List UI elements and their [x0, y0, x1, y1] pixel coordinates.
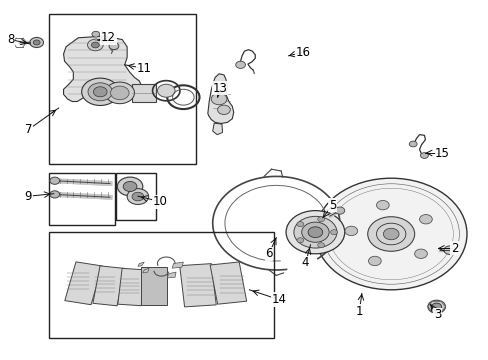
- Text: 5: 5: [328, 199, 336, 212]
- Text: 3: 3: [433, 309, 441, 321]
- Circle shape: [33, 40, 40, 45]
- Polygon shape: [167, 272, 176, 278]
- Circle shape: [330, 230, 337, 235]
- Circle shape: [157, 84, 175, 97]
- Bar: [64, 262, 102, 305]
- Circle shape: [443, 246, 455, 255]
- Circle shape: [334, 207, 344, 214]
- Polygon shape: [207, 74, 233, 123]
- Bar: [116, 173, 156, 220]
- Bar: [49, 14, 195, 164]
- Circle shape: [427, 300, 445, 313]
- Text: 16: 16: [295, 46, 310, 59]
- Circle shape: [217, 105, 230, 114]
- Text: 2: 2: [450, 242, 458, 255]
- Polygon shape: [212, 123, 222, 135]
- Circle shape: [301, 222, 328, 242]
- Circle shape: [317, 243, 324, 248]
- Circle shape: [105, 82, 134, 104]
- Text: 9: 9: [24, 190, 32, 203]
- Polygon shape: [63, 36, 142, 102]
- Circle shape: [123, 181, 137, 192]
- Circle shape: [307, 227, 322, 238]
- Circle shape: [235, 61, 245, 68]
- Circle shape: [293, 216, 336, 248]
- Bar: [179, 264, 216, 307]
- Bar: [118, 268, 145, 306]
- Text: 15: 15: [434, 147, 449, 159]
- Bar: [49, 232, 273, 338]
- Circle shape: [211, 93, 226, 105]
- Circle shape: [368, 256, 381, 266]
- Text: 10: 10: [153, 195, 167, 208]
- Circle shape: [296, 222, 303, 227]
- Bar: [132, 84, 155, 102]
- Text: 12: 12: [101, 31, 116, 44]
- Circle shape: [383, 228, 398, 240]
- Circle shape: [110, 86, 129, 100]
- Circle shape: [30, 37, 43, 48]
- Circle shape: [414, 249, 427, 258]
- Circle shape: [317, 217, 324, 222]
- Text: 1: 1: [355, 305, 363, 318]
- Circle shape: [367, 217, 414, 251]
- Text: 4: 4: [301, 256, 309, 269]
- Circle shape: [117, 177, 142, 196]
- Circle shape: [109, 42, 119, 50]
- Circle shape: [431, 303, 441, 310]
- Circle shape: [420, 153, 427, 158]
- Text: 7: 7: [24, 123, 32, 136]
- Text: 11: 11: [137, 62, 151, 75]
- Bar: [210, 262, 246, 304]
- Polygon shape: [138, 262, 144, 266]
- Text: 8: 8: [7, 33, 15, 46]
- Circle shape: [91, 42, 99, 48]
- Circle shape: [87, 39, 103, 51]
- Bar: [141, 267, 166, 305]
- Circle shape: [127, 189, 148, 204]
- Circle shape: [285, 211, 344, 254]
- Circle shape: [81, 78, 119, 105]
- Polygon shape: [142, 268, 149, 273]
- Text: 14: 14: [271, 293, 285, 306]
- Circle shape: [50, 191, 60, 198]
- Polygon shape: [172, 262, 183, 268]
- Circle shape: [344, 226, 357, 235]
- Circle shape: [376, 201, 388, 210]
- Circle shape: [315, 178, 466, 290]
- Bar: [49, 173, 115, 225]
- Text: 13: 13: [212, 82, 227, 95]
- Circle shape: [132, 192, 143, 201]
- Circle shape: [92, 31, 100, 37]
- Circle shape: [88, 83, 112, 101]
- Circle shape: [419, 215, 431, 224]
- Bar: [93, 266, 124, 306]
- Circle shape: [296, 238, 303, 243]
- Circle shape: [93, 87, 107, 97]
- Circle shape: [408, 141, 416, 147]
- Circle shape: [50, 177, 60, 184]
- Text: 6: 6: [264, 247, 272, 260]
